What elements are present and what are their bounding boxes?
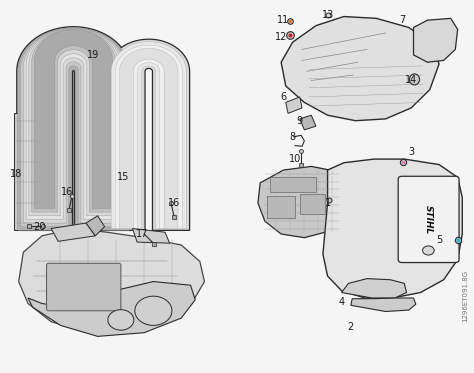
Text: STIHL: STIHL [424,205,433,234]
Polygon shape [300,115,316,130]
Text: 18: 18 [10,169,22,179]
Polygon shape [29,29,118,216]
Polygon shape [23,28,124,223]
Polygon shape [18,28,129,231]
Polygon shape [111,42,186,229]
Polygon shape [17,27,130,231]
Polygon shape [86,216,105,236]
Polygon shape [28,282,195,336]
Text: 3: 3 [408,147,414,157]
FancyBboxPatch shape [46,263,121,311]
Polygon shape [51,223,95,241]
Polygon shape [258,166,344,238]
Polygon shape [341,279,407,298]
Polygon shape [132,229,170,243]
FancyBboxPatch shape [398,176,459,263]
Text: 15: 15 [117,172,129,182]
Text: 5: 5 [436,235,442,245]
Polygon shape [115,45,182,229]
Polygon shape [108,39,190,231]
Bar [267,195,295,217]
Ellipse shape [410,74,419,85]
Text: 16: 16 [168,198,181,208]
Polygon shape [323,159,462,298]
Text: 1296ET091.8G: 1296ET091.8G [463,270,468,322]
Bar [270,178,316,192]
Polygon shape [35,30,112,209]
Text: 10: 10 [289,154,301,164]
Text: 9: 9 [297,116,303,126]
Text: 7: 7 [399,15,405,25]
Bar [300,194,325,214]
Text: 14: 14 [405,75,417,85]
Text: 13: 13 [321,10,334,20]
Text: 12: 12 [275,32,287,42]
Bar [15,113,38,231]
Text: 4: 4 [338,297,345,307]
Text: 2: 2 [348,322,354,332]
Text: 16: 16 [61,187,73,197]
Polygon shape [32,29,115,212]
Polygon shape [108,310,134,330]
Text: 11: 11 [277,15,290,25]
Text: 20: 20 [33,222,46,232]
Text: 1: 1 [325,198,331,208]
Polygon shape [135,296,172,325]
Text: 8: 8 [290,132,296,142]
Text: 17: 17 [136,229,148,239]
Polygon shape [26,29,121,219]
Ellipse shape [423,246,434,255]
Text: 6: 6 [281,92,286,102]
Polygon shape [20,28,127,227]
Polygon shape [413,18,457,62]
Polygon shape [281,16,439,121]
Polygon shape [351,298,416,311]
Polygon shape [119,48,178,229]
Polygon shape [18,229,204,333]
Text: 19: 19 [87,50,99,60]
Polygon shape [286,97,302,113]
